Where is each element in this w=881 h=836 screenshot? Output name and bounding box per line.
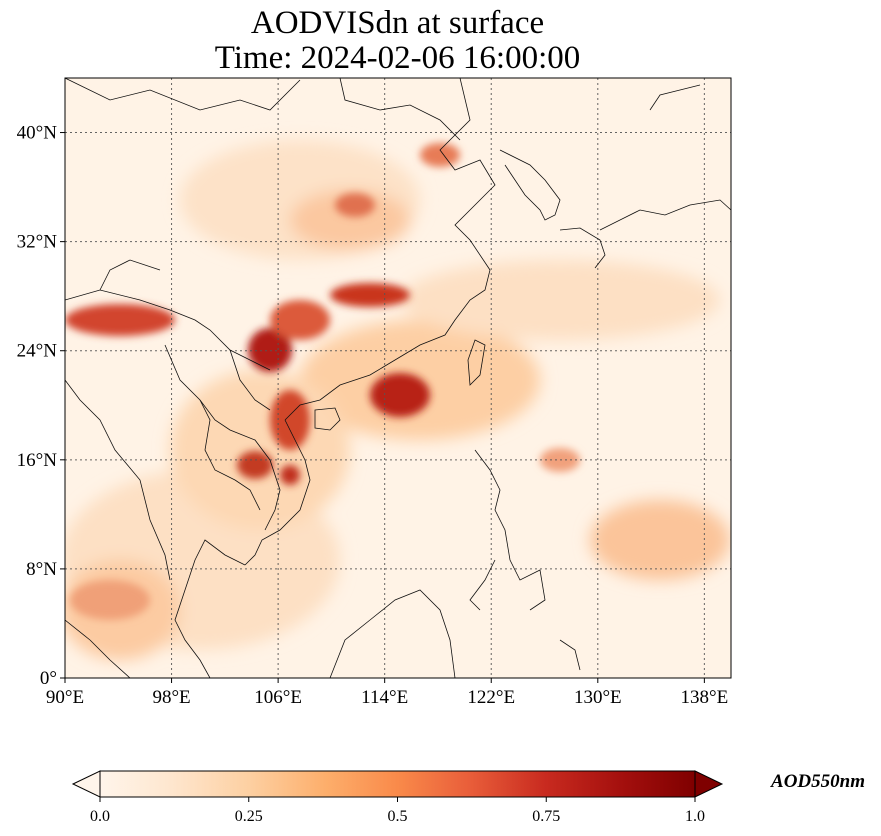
coastlines bbox=[65, 78, 731, 678]
x-tick-label: 130°E bbox=[574, 687, 622, 708]
colorbar-tick-label: 0.0 bbox=[90, 808, 110, 825]
y-tick-label: 24°N bbox=[17, 341, 58, 362]
colorbar-title: AOD550nm bbox=[770, 771, 865, 792]
longitude-axis: 90°E 98°E 106°E 114°E 122°E 130°E 138°E bbox=[46, 678, 728, 708]
y-tick-label: 16°N bbox=[17, 450, 58, 471]
y-tick-label: 32°N bbox=[17, 232, 58, 253]
map-gridlines bbox=[65, 78, 731, 678]
y-tick-label: 40°N bbox=[17, 123, 58, 144]
map-title: AODVISdn at surface bbox=[250, 5, 545, 41]
colorbar: 0.0 0.25 0.5 0.75 1.0 AOD550nm bbox=[71, 770, 865, 825]
map-time-subtitle: Time: 2024-02-06 16:00:00 bbox=[214, 40, 581, 76]
y-tick-label: 0° bbox=[40, 668, 57, 689]
colorbar-max-extend bbox=[694, 770, 724, 798]
y-tick-label: 8°N bbox=[26, 559, 57, 580]
x-tick-label: 98°E bbox=[152, 687, 190, 708]
colorbar-tick-label: 0.5 bbox=[388, 808, 408, 825]
map-frame bbox=[64, 77, 732, 679]
x-tick-label: 114°E bbox=[361, 687, 408, 708]
x-tick-label: 90°E bbox=[46, 687, 84, 708]
colorbar-min-extend bbox=[71, 770, 101, 798]
colorbar-tick-label: 0.75 bbox=[532, 808, 560, 825]
colorbar-tick-label: 0.25 bbox=[235, 808, 263, 825]
colorbar-gradient bbox=[100, 771, 695, 797]
x-tick-label: 106°E bbox=[254, 687, 302, 708]
latitude-axis: 0° 8°N 16°N 24°N 32°N 40°N bbox=[17, 123, 65, 689]
x-tick-label: 122°E bbox=[467, 687, 515, 708]
colorbar-tick-label: 1.0 bbox=[685, 808, 705, 825]
aod-field bbox=[65, 78, 731, 678]
x-tick-label: 138°E bbox=[681, 687, 729, 708]
